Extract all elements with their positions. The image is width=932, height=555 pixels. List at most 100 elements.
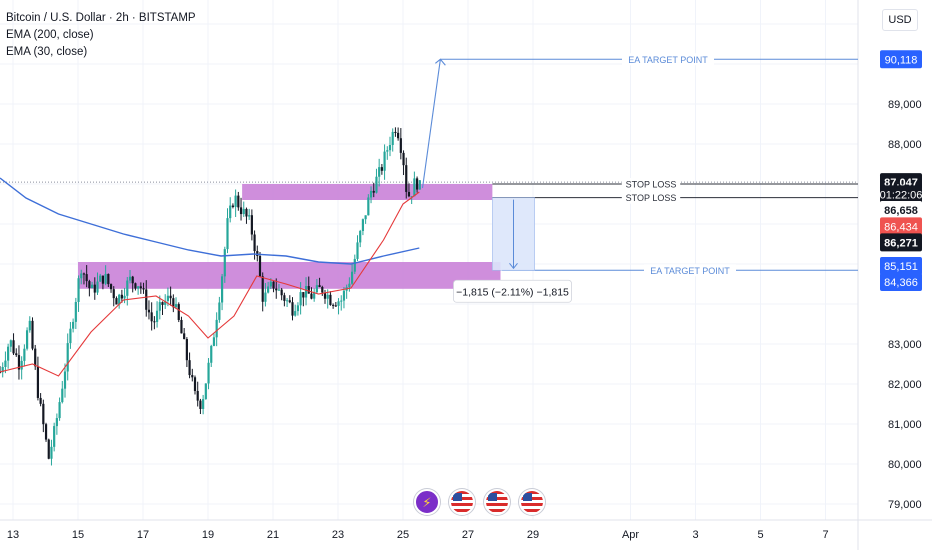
candle-body: [191, 375, 194, 378]
candle-body: [269, 281, 272, 287]
candle-body: [185, 339, 188, 361]
candle-body: [388, 145, 392, 151]
candle-body: [304, 286, 308, 298]
candle-body: [104, 273, 107, 284]
us-flag-icon[interactable]: [519, 489, 545, 515]
candle-body: [256, 251, 259, 256]
candle-body: [12, 340, 15, 354]
candle-body: [112, 289, 115, 299]
candle-body: [220, 276, 224, 303]
x-tick-label: 17: [137, 529, 149, 541]
candle-body: [166, 295, 170, 301]
candle-body: [142, 288, 145, 290]
ema-200-legend[interactable]: EMA (200, close): [6, 29, 94, 41]
candle-body: [258, 255, 262, 277]
y-tick-label: 82,000: [888, 379, 922, 391]
candle-body: [145, 289, 148, 310]
candle-body: [285, 300, 289, 302]
candle-body: [123, 295, 126, 299]
candle-body: [261, 276, 264, 302]
candle-body: [413, 178, 416, 197]
candle-body: [378, 167, 381, 177]
ea-target-top-label-bg: [622, 53, 714, 66]
candle-body: [218, 302, 221, 320]
currency-button[interactable]: USD: [882, 9, 918, 31]
upper-zone: [242, 184, 493, 200]
candle-body: [361, 219, 365, 231]
x-tick-label: 3: [692, 529, 698, 541]
candle-body: [226, 218, 229, 250]
stop-loss-1-label-bg: [621, 178, 681, 190]
candle-body: [47, 439, 50, 459]
candle-body: [28, 320, 31, 331]
ea-target-lower-label: EA TARGET POINT: [650, 266, 730, 276]
candle-body: [296, 305, 300, 312]
price-label-bg: [880, 257, 922, 275]
price-label: 90,118: [885, 54, 918, 66]
candle-body: [248, 215, 251, 217]
candle-body: [372, 190, 375, 193]
candle-body: [82, 273, 86, 275]
symbol-title[interactable]: Bitcoin / U.S. Dollar · 2h · BITSTAMP: [6, 12, 196, 24]
candle-body: [410, 196, 413, 198]
candle-body: [359, 230, 362, 243]
candle-body: [177, 304, 180, 320]
bolt-icon[interactable]: ⚡: [414, 489, 440, 515]
candle-body: [96, 281, 99, 293]
candle-body: [66, 343, 69, 372]
price-label-bg: [880, 217, 922, 236]
candle-body: [15, 353, 18, 356]
candle-body: [180, 319, 183, 334]
measure-label-box: [453, 279, 572, 303]
projection-arrow: [421, 59, 441, 189]
candle-body: [7, 346, 10, 361]
us-flag-icon[interactable]: [484, 489, 510, 515]
candle-body: [383, 151, 386, 171]
candle-body: [72, 321, 75, 329]
economic-events: ⚡: [414, 489, 545, 515]
candle-body: [147, 309, 151, 313]
price-label-bg: [880, 201, 922, 219]
candle-body: [348, 283, 351, 288]
candle-body: [386, 150, 389, 152]
candle-body: [158, 302, 161, 311]
candle-body: [55, 418, 58, 427]
candle-body: [318, 285, 321, 288]
candle-body: [356, 242, 359, 259]
candle-body: [264, 292, 267, 302]
candle-body: [337, 301, 340, 306]
candle-body: [280, 289, 283, 296]
candle-body: [375, 176, 378, 193]
candle-body: [204, 383, 207, 400]
candle-body: [313, 292, 316, 299]
candle-body: [107, 273, 110, 285]
ea-target-lower-label-bg: [644, 264, 736, 277]
candle-body: [161, 302, 164, 305]
candle-body: [223, 249, 226, 277]
candle-body: [397, 132, 400, 139]
candle-body: [302, 292, 305, 298]
y-tick-label: 81,000: [888, 419, 922, 431]
x-tick-label: 21: [267, 529, 279, 541]
stop-loss-2-label: STOP LOSS: [626, 193, 677, 203]
candle-body: [245, 208, 248, 217]
ema-30-legend[interactable]: EMA (30, close): [6, 46, 88, 58]
candle-body: [342, 290, 346, 301]
price-label-bg: [880, 273, 922, 291]
us-flag-icon[interactable]: [449, 489, 475, 515]
candle-body: [229, 205, 232, 219]
candle-body: [380, 167, 383, 171]
ema-30-line: [0, 191, 420, 377]
candle-body: [153, 321, 156, 323]
candle-body: [405, 165, 408, 192]
y-tick-label: 79,000: [888, 499, 922, 511]
candle-body: [193, 377, 197, 391]
candle-body: [307, 286, 310, 294]
candle-body: [0, 372, 2, 373]
x-tick-label: 13: [7, 529, 19, 541]
candle-body: [109, 284, 113, 290]
candle-body: [90, 284, 94, 289]
candle-body: [210, 345, 213, 363]
